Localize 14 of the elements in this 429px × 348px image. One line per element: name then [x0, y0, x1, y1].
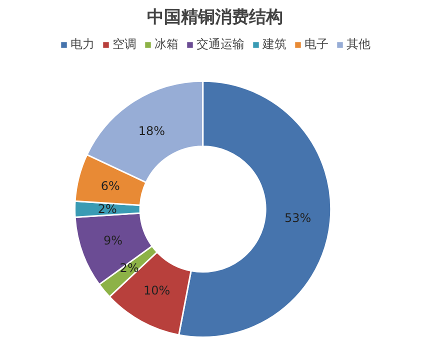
data-label: 2% [98, 202, 117, 216]
legend-label: 电子 [304, 36, 328, 53]
data-label: 53% [284, 210, 312, 225]
legend-label: 冰箱 [154, 36, 178, 53]
data-label: 10% [144, 283, 170, 298]
legend-label: 其他 [346, 36, 370, 53]
data-label: 6% [100, 179, 120, 194]
legend-label: 交通运输 [196, 36, 244, 53]
chart-title: 中国精铜消费结构 [147, 8, 283, 28]
legend-label: 建筑 [262, 36, 286, 53]
legend-label: 空调 [112, 36, 136, 53]
data-label: 9% [104, 234, 123, 248]
data-label: 18% [138, 124, 166, 138]
legend-label: 电力 [70, 36, 94, 53]
